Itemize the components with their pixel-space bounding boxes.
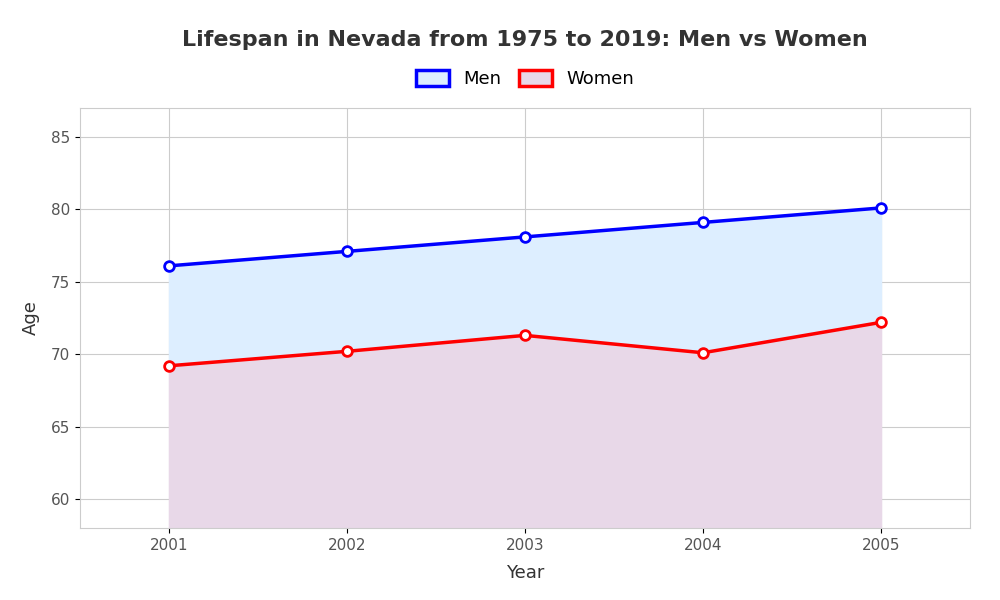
X-axis label: Year: Year [506,564,544,582]
Legend: Men, Women: Men, Women [409,62,641,95]
Y-axis label: Age: Age [22,301,40,335]
Title: Lifespan in Nevada from 1975 to 2019: Men vs Women: Lifespan in Nevada from 1975 to 2019: Me… [182,29,868,49]
